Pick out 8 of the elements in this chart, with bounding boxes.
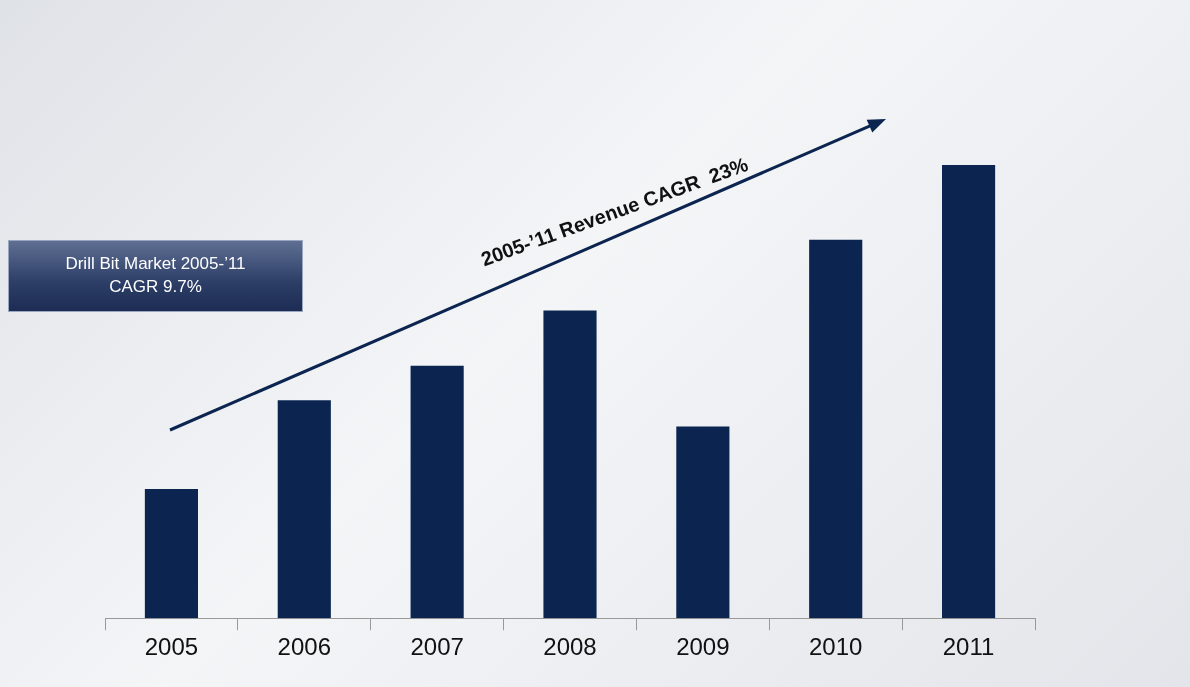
text-box: Drill Bit Market 2005-’11 CAGR 9.7% <box>8 240 303 312</box>
x-tick-label: 2010 <box>809 633 863 661</box>
x-tick-label: 2008 <box>543 633 597 661</box>
x-tick-label: 2006 <box>277 633 331 661</box>
x-tick-label: 2005 <box>144 633 199 661</box>
x-tick-label: 2011 <box>942 633 995 661</box>
x-tick-label: 2007 <box>410 633 464 661</box>
x-tick-label: 2009 <box>676 633 730 661</box>
